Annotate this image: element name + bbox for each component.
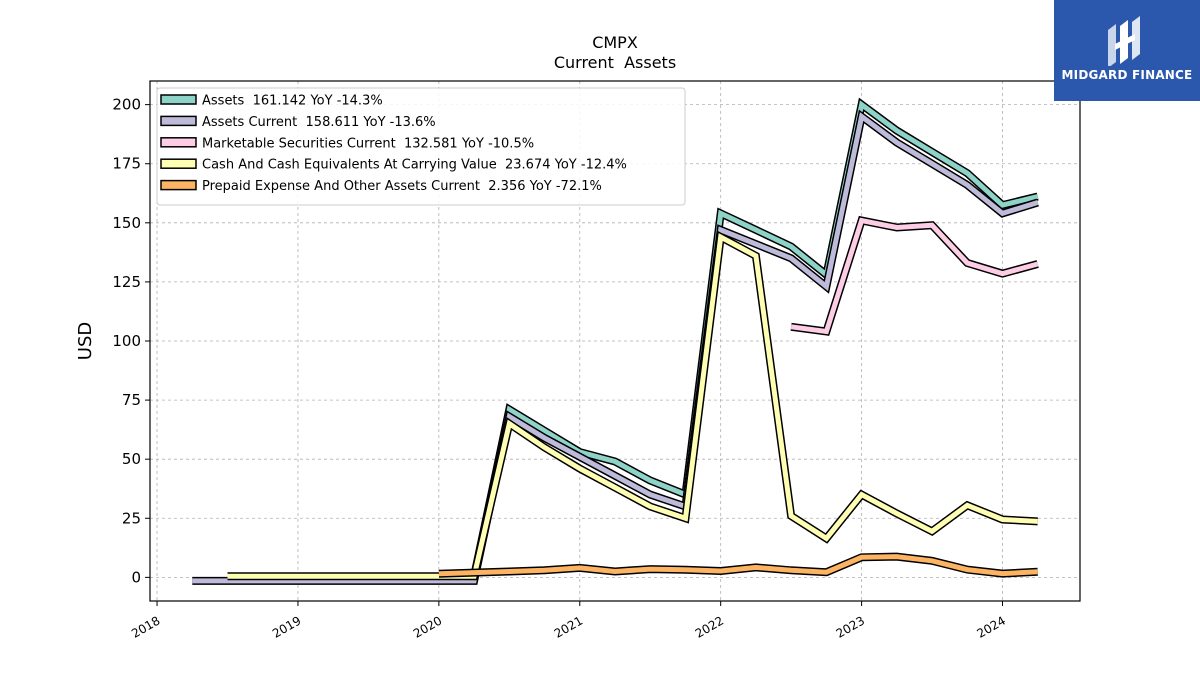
legend-swatch xyxy=(160,137,197,148)
y-tick-label: 75 xyxy=(122,391,141,409)
legend-swatch xyxy=(160,179,197,191)
brand-logo: MIDGARD FINANCE xyxy=(1054,0,1200,101)
series-lines xyxy=(192,97,1039,585)
y-tick-label: 25 xyxy=(122,509,141,527)
legend-item: Marketable Securities Current 132.581 Yo… xyxy=(160,136,534,151)
series-line xyxy=(790,217,1039,335)
x-tick-label: 2019 xyxy=(270,613,303,640)
y-tick-label: 100 xyxy=(112,332,141,350)
series-3 xyxy=(790,215,1039,336)
series-1 xyxy=(438,97,1039,581)
x-axis: 2018 2019 2020 2021 2022 2023 2024 xyxy=(129,601,1008,641)
legend-label: Prepaid Expense And Other Assets Current… xyxy=(202,179,602,194)
y-axis: 0 25 50 75 100 125 150 175 200 xyxy=(112,96,150,586)
x-tick-label: 2018 xyxy=(129,613,162,640)
legend-swatch xyxy=(160,94,197,105)
series-5 xyxy=(438,552,1038,578)
x-tick-label: 2023 xyxy=(834,613,867,640)
y-tick-label: 50 xyxy=(122,450,141,468)
series-line xyxy=(227,233,1038,579)
y-axis-label: USD xyxy=(75,322,96,360)
legend-item: Assets 161.142 YoY -14.3% xyxy=(160,94,383,109)
legend-item: Assets Current 158.611 YoY -13.6% xyxy=(160,115,436,130)
series-line xyxy=(438,554,1038,577)
y-tick-label: 175 xyxy=(112,155,141,173)
series-line xyxy=(438,100,1039,579)
midgard-logo-icon xyxy=(1108,16,1140,66)
legend-swatch xyxy=(160,115,197,127)
legend-item: Cash And Cash Equivalents At Carrying Va… xyxy=(160,158,627,173)
y-tick-label: 200 xyxy=(112,96,141,114)
y-tick-label: 150 xyxy=(112,214,141,232)
chart-subtitle: Current Assets xyxy=(554,53,676,72)
series-line xyxy=(192,112,1039,584)
legend-item: Prepaid Expense And Other Assets Current… xyxy=(160,179,602,194)
legend-label: Assets Current 158.611 YoY -13.6% xyxy=(202,115,436,130)
legend: Assets 161.142 YoY -14.3% Assets Current … xyxy=(156,87,686,206)
logo-text: MIDGARD FINANCE xyxy=(1061,68,1193,82)
y-tick-label: 0 xyxy=(131,568,141,586)
x-tick-label: 2024 xyxy=(975,613,1008,640)
legend-box xyxy=(156,87,686,206)
legend-swatch xyxy=(160,158,197,169)
legend-label: Cash And Cash Equivalents At Carrying Va… xyxy=(202,158,627,173)
legend-label: Marketable Securities Current 132.581 Yo… xyxy=(202,136,534,151)
y-tick-label: 125 xyxy=(112,273,141,291)
x-tick-label: 2020 xyxy=(411,613,444,640)
series-4 xyxy=(227,230,1038,581)
x-tick-label: 2022 xyxy=(693,613,726,640)
series-2 xyxy=(192,109,1039,585)
legend-label: Assets 161.142 YoY -14.3% xyxy=(202,94,383,109)
x-tick-label: 2021 xyxy=(552,613,585,640)
chart-title: CMPX xyxy=(592,33,638,52)
